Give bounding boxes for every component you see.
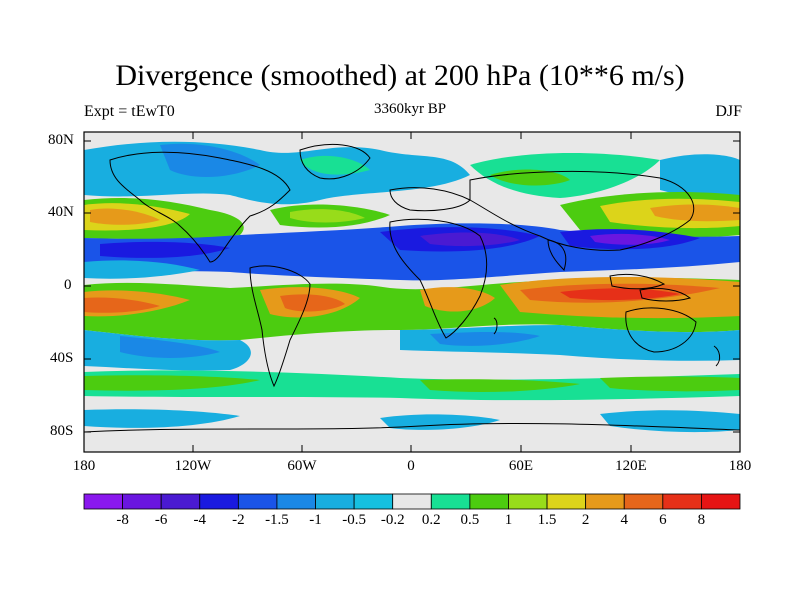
region-sh-midlat	[84, 370, 740, 401]
colorbar-label: 0.5	[460, 512, 480, 528]
colorbar-label: 8	[697, 512, 706, 528]
colorbar-label: -1	[309, 512, 322, 528]
colorbar-label: -0.5	[342, 512, 366, 528]
colorbar-box	[315, 493, 355, 510]
colorbar-label: 1	[504, 512, 513, 528]
map-frame	[83, 131, 741, 453]
colorbar-box	[276, 493, 316, 510]
lon-tick-label: 60W	[287, 458, 317, 474]
season-label: DJF	[715, 103, 742, 120]
colorbar-box	[585, 493, 625, 510]
coastlines	[84, 144, 740, 433]
lat-tick-label: 0	[64, 277, 72, 293]
colorbar-label: -1.5	[265, 512, 289, 528]
divergence-field	[84, 132, 740, 452]
colorbar-label: 4	[620, 512, 628, 528]
lat-tick-label: 40N	[48, 204, 74, 220]
colorbar-box	[392, 493, 432, 510]
colorbar-box	[237, 493, 278, 510]
colorbar-box	[199, 493, 239, 510]
colorbar-box	[122, 493, 162, 510]
colorbar-box	[160, 493, 201, 510]
colorbar-box	[508, 493, 548, 510]
colorbar-box	[469, 493, 509, 510]
axis-ticks	[83, 132, 741, 452]
colorbar-label: 6	[659, 512, 667, 528]
lat-tick-label: 80S	[50, 423, 74, 439]
colorbar-label: -6	[154, 512, 168, 528]
colorbar-box	[701, 493, 741, 510]
colorbar-label: 2	[581, 512, 590, 528]
lon-tick-label: 120E	[615, 458, 647, 474]
colorbar-box	[353, 493, 394, 510]
colorbar-box	[546, 493, 587, 510]
colorbar-label: 0.2	[421, 512, 441, 528]
colorbar-box	[623, 493, 664, 510]
experiment-label: Expt = tEwT0	[84, 103, 175, 120]
colorbar-label: -8	[116, 512, 129, 528]
colorbar-box	[430, 493, 471, 510]
colorbar-box	[662, 493, 702, 510]
colorbar-label: -2	[232, 512, 245, 528]
map-title: Divergence (smoothed) at 200 hPa (10**6 …	[115, 59, 685, 92]
lon-tick-label: 120W	[174, 458, 212, 474]
colorbar-label: 1.5	[537, 512, 557, 528]
lat-tick-label: 40S	[50, 350, 74, 366]
lon-tick-label: 0	[407, 458, 415, 474]
lon-tick-label: 180	[72, 458, 96, 474]
lat-tick-label: 80N	[48, 132, 74, 148]
time-label: 3360kyr BP	[373, 101, 447, 117]
colorbar-label: -0.2	[380, 512, 405, 528]
lon-tick-label: 180	[728, 458, 752, 474]
colorbar-label: -4	[193, 512, 207, 528]
lon-tick-label: 60E	[508, 458, 534, 474]
colorbar-box	[83, 493, 123, 510]
